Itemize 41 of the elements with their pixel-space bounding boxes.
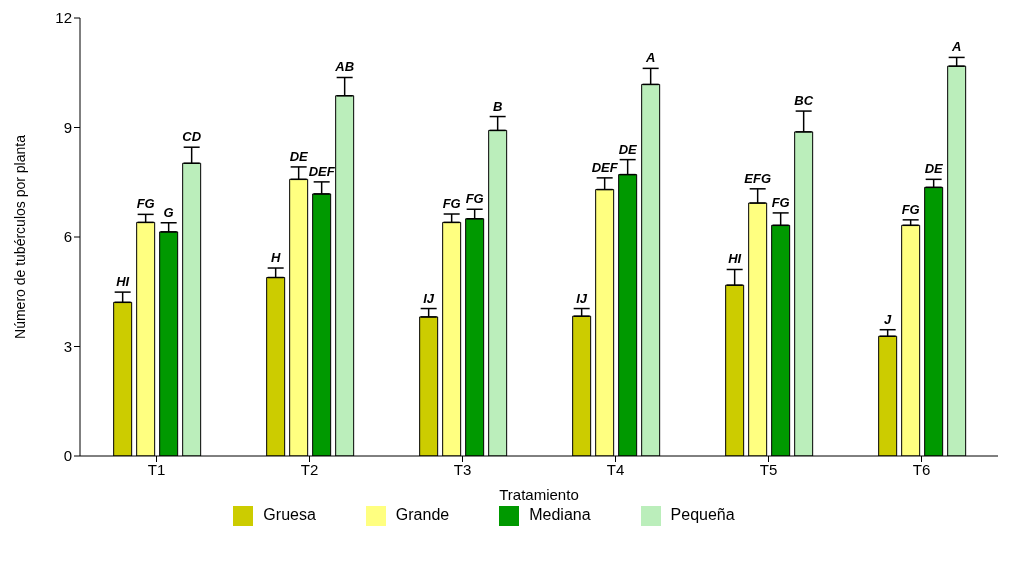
data-label: FG [901, 201, 920, 217]
x-tick-label: T3 [453, 460, 472, 478]
y-tick-label: 3 [63, 337, 72, 355]
data-label: DE [618, 141, 638, 157]
data-label: HI [116, 274, 130, 290]
legend-label: Gruesa [263, 506, 316, 524]
y-axis-title: Número de tubérculos por planta [11, 134, 28, 339]
x-tick-label: T1 [147, 460, 166, 478]
x-axis-title: Tratamiento [499, 486, 579, 503]
data-label: EFG [744, 170, 772, 186]
data-label: AB [334, 59, 355, 75]
data-label: BC [794, 93, 814, 109]
x-tick-label: T5 [759, 460, 778, 478]
data-label: FG [442, 196, 461, 212]
data-label: H [270, 250, 281, 266]
data-label: FG [465, 191, 484, 207]
legend-label: Grande [395, 506, 450, 524]
y-tick-label: 12 [55, 9, 72, 27]
x-tick-label: T4 [606, 460, 625, 478]
y-tick-label: 0 [63, 447, 72, 465]
data-label: A [644, 50, 656, 66]
data-label: DEF [308, 163, 336, 179]
data-label: A [950, 39, 962, 55]
data-label: FG [136, 196, 155, 212]
x-tick-label: T6 [912, 460, 931, 478]
legend-label: Mediana [529, 506, 591, 524]
x-tick-label: T2 [300, 460, 319, 478]
data-label: IJ [423, 290, 435, 306]
data-label: IJ [576, 290, 588, 306]
data-label: FG [771, 194, 790, 210]
data-label: HI [728, 251, 742, 267]
y-tick-label: 6 [63, 228, 72, 246]
y-tick-label: 9 [63, 118, 72, 136]
data-label: CD [182, 129, 202, 145]
legend-label: Pequeña [670, 506, 735, 524]
data-label: G [163, 204, 174, 220]
data-label: DEF [591, 159, 619, 175]
data-label: DE [924, 161, 944, 177]
data-label: B [492, 98, 503, 114]
data-label: J [884, 311, 893, 327]
data-label: DE [289, 148, 309, 164]
